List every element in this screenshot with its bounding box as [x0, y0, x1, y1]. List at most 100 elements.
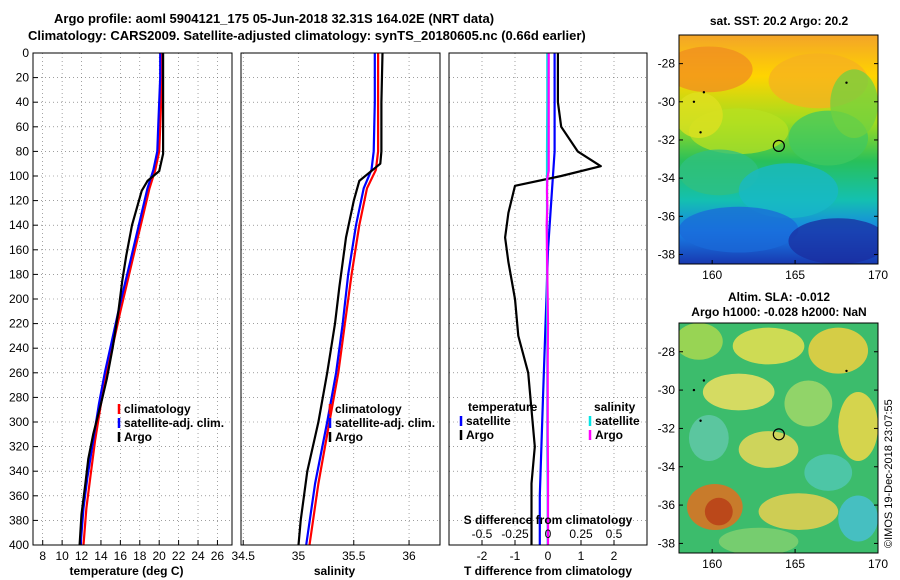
y-tick-label: 400 [9, 538, 29, 552]
x-tick-label: 170 [868, 268, 888, 282]
map-title: sat. SST: 20.2 Argo: 20.2 [710, 14, 849, 28]
sst-patch [830, 69, 878, 139]
imos-credit: ©IMOS 19-Dec-2018 23:07:55 [883, 399, 895, 548]
x-tick-label: 36 [402, 549, 416, 563]
y-tick-label: -38 [658, 247, 676, 261]
x-tick-label: 160 [702, 557, 722, 571]
y-tick-label: 360 [9, 489, 29, 503]
legend-header-temperature: temperature [468, 400, 538, 414]
legend-label: satellite-adj. clim. [124, 416, 224, 430]
map-frame [678, 322, 879, 554]
y-tick-label: 240 [9, 341, 29, 355]
y-tick-label: 280 [9, 390, 29, 404]
series-line-t-argo [504, 53, 602, 545]
plot-frame [448, 52, 648, 546]
map-frame [678, 34, 879, 265]
legend-label: satellite [466, 414, 511, 428]
x-axis-label: salinity [314, 564, 356, 578]
x-tick-label: 35 [292, 549, 306, 563]
argo-location-marker [772, 428, 785, 441]
y-tick-label: 160 [9, 243, 29, 257]
legend-label: Argo [466, 428, 494, 442]
temperature-panel: 8 10 12 14 16 18 20 22 24 26 temperature (deg C) 0 2… [9, 46, 233, 578]
x-tick-label: 24 [191, 549, 205, 563]
plot-frame [32, 52, 233, 546]
x-tick-label: 22 [172, 549, 186, 563]
x-tick-label: 18 [133, 549, 147, 563]
x-tick-label: 160 [702, 268, 722, 282]
series-line-argo [297, 52, 384, 546]
x2-tick-label: 0.25 [569, 527, 593, 541]
y-tick-label: 200 [9, 292, 29, 306]
x-axis-label: T difference from climatology [464, 564, 632, 578]
sla-patch [679, 323, 723, 360]
island-dot [699, 419, 702, 422]
y-tick-label: -28 [658, 57, 676, 71]
y-tick-label: -38 [658, 536, 676, 550]
y-tick-label: 40 [16, 95, 30, 109]
legend-label: climatology [124, 402, 191, 416]
sst-patch [679, 92, 723, 139]
sla-patch [704, 497, 733, 526]
y-tick-label: 140 [9, 218, 29, 232]
sla-patch [838, 392, 878, 461]
y-tick-label: 340 [9, 464, 29, 478]
x-tick-label: 0 [545, 549, 552, 563]
differences-panel: -2 -1 0 1 2T difference from climatology -0.5… [448, 52, 648, 578]
map-title-line2: Argo h1000: -0.028 h2000: NaN [691, 305, 866, 319]
figure-title-line1: Argo profile: aoml 5904121_175 05-Jun-20… [54, 11, 495, 26]
sla-patch [758, 493, 839, 530]
sst-patch [788, 218, 878, 264]
x-tick-label: 10 [55, 549, 69, 563]
x2-tick-label: -0.5 [472, 527, 493, 541]
y-tick-label: -32 [658, 421, 676, 435]
y-tick-label: -36 [658, 498, 676, 512]
series-line-climatology [308, 53, 380, 546]
island-dot [845, 81, 848, 84]
x-tick-label: 12 [75, 549, 89, 563]
sla-patch [784, 380, 833, 427]
salinity-panel: 34.5 35 35.5 36 salinity climatologysatellite… [232, 52, 441, 578]
figure-title-line2: Climatology: CARS2009. Satellite-adjuste… [28, 28, 586, 43]
island-dot [692, 100, 696, 103]
legend-label: satellite-adj. clim. [335, 416, 435, 430]
sst-map-field [679, 35, 878, 264]
y-tick-label: 220 [9, 317, 29, 331]
y-tick-label: 300 [9, 415, 29, 429]
y-tick-label: -34 [658, 171, 676, 185]
island-dot [845, 369, 848, 373]
sla-patch [808, 327, 869, 374]
y-tick-label: 0 [22, 46, 29, 60]
y-tick-label: 80 [16, 144, 30, 158]
sla-patch [688, 415, 729, 461]
series-line-satellite-adj-clim- [79, 53, 162, 546]
y-tick-label: -34 [658, 460, 676, 474]
y-tick-label: 380 [9, 513, 29, 527]
y-tick-label: 120 [9, 194, 29, 208]
y-tick-label: 100 [9, 169, 29, 183]
x-tick-label: -1 [510, 549, 521, 563]
x-tick-label: 14 [94, 549, 108, 563]
island-dot [702, 91, 706, 94]
x-tick-label: 16 [114, 549, 128, 563]
sst-patch [679, 46, 753, 93]
x-tick-label: 165 [785, 268, 805, 282]
x-tick-label: 2 [611, 549, 618, 563]
y-tick-label: 60 [16, 120, 30, 134]
y-tick-label: -32 [658, 133, 676, 147]
y-tick-label: 260 [9, 366, 29, 380]
y-tick-label: -28 [658, 345, 676, 359]
x2-tick-label: -0.25 [501, 527, 529, 541]
y-tick-label: 180 [9, 267, 29, 281]
sst-patch [679, 149, 759, 196]
sla-patch [838, 495, 878, 542]
x-tick-label: 170 [868, 557, 888, 571]
y-tick-label: -30 [658, 383, 676, 397]
legend-label: Argo [335, 430, 363, 444]
y-tick-label: -36 [658, 209, 676, 223]
legend-header-salinity: salinity [594, 400, 636, 414]
legend-label: climatology [335, 402, 402, 416]
x-tick-label: -2 [477, 549, 488, 563]
x2-tick-label: 0.5 [606, 527, 623, 541]
x-tick-label: 165 [785, 557, 805, 571]
